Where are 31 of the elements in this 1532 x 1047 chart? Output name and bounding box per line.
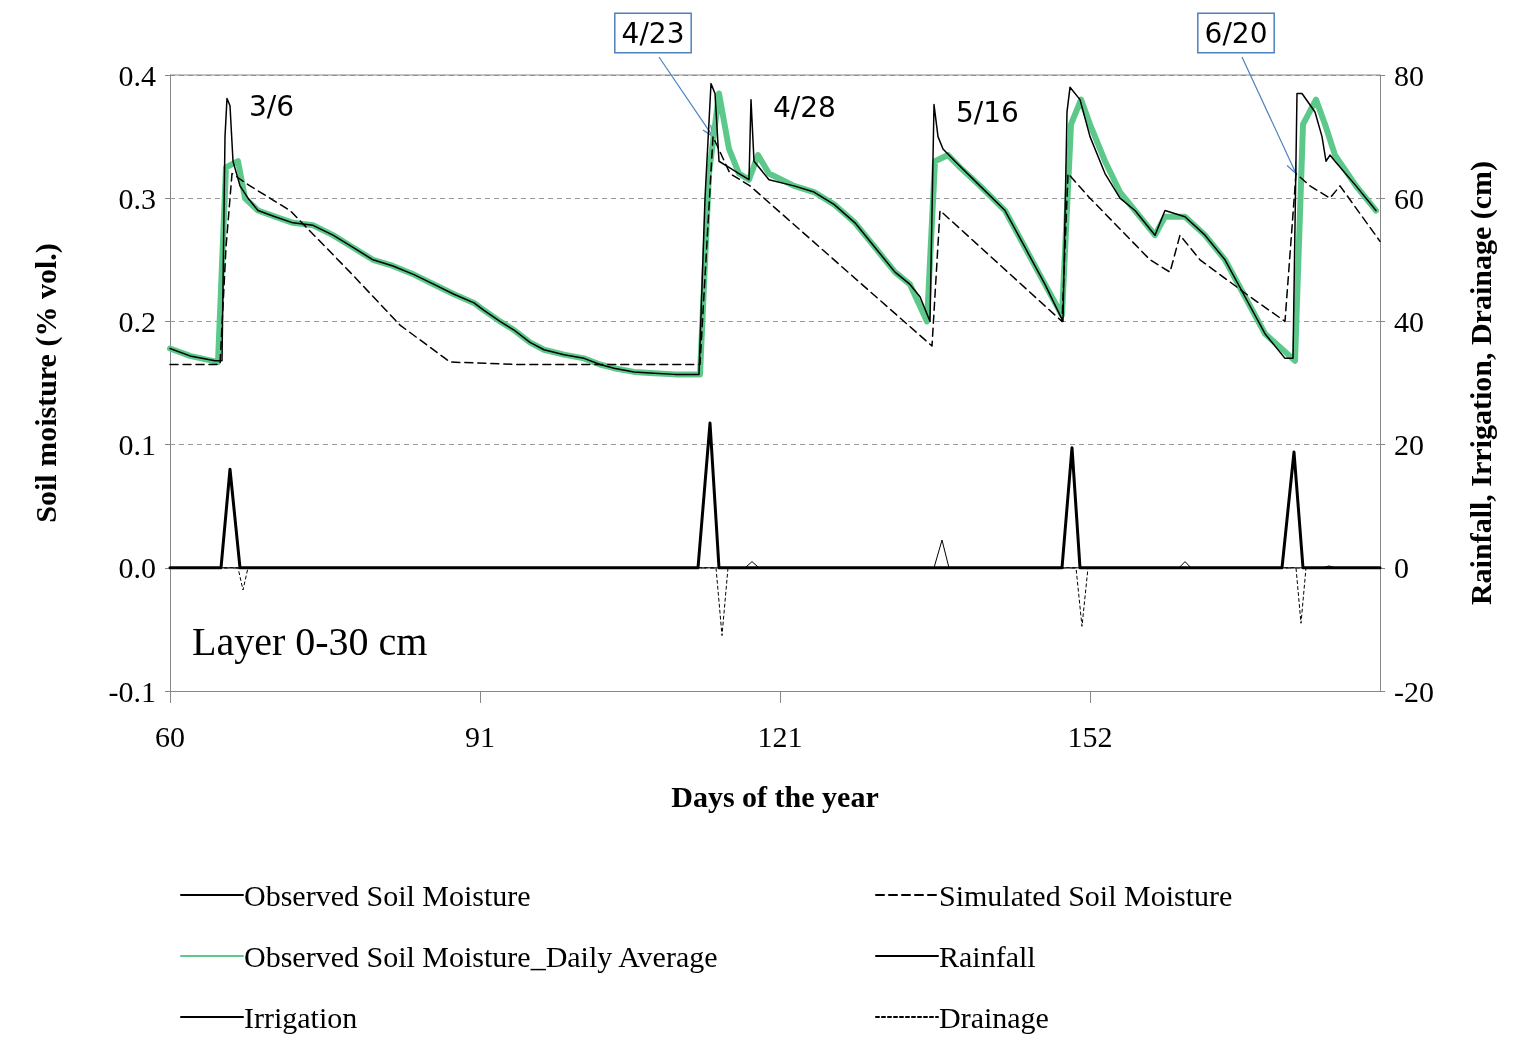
- y-tick-label: 0.1: [118, 428, 156, 462]
- annotation: 3/6: [249, 89, 295, 123]
- y2-tick-label: 40: [1394, 304, 1424, 338]
- annotation: 5/16: [956, 96, 1019, 130]
- y2-tick-label: 0: [1394, 551, 1409, 585]
- y2-tick-label: -20: [1394, 674, 1434, 708]
- y-tick-label: 0.3: [118, 181, 156, 215]
- y-tick-label: 0.4: [118, 58, 156, 92]
- x-axis-title: Days of the year: [671, 779, 879, 813]
- x-tick-label: 121: [757, 719, 803, 753]
- y2-axis-title: Rainfall, Irrigation, Drainage (cm): [1463, 160, 1498, 606]
- legend-label: Observed Soil Moisture_Daily Average: [244, 939, 718, 973]
- y-tick-label: 0.0: [118, 551, 156, 585]
- legend-label: Rainfall: [939, 939, 1036, 973]
- legend-label: Irrigation: [244, 1000, 358, 1034]
- annotation: 4/23: [621, 16, 685, 50]
- annotation: 4/28: [773, 91, 836, 125]
- x-tick-label: 60: [155, 719, 185, 753]
- y-tick-label: 0.2: [118, 304, 156, 338]
- annotation: Layer 0-30 cm: [192, 618, 428, 664]
- legend-label: Observed Soil Moisture: [244, 878, 531, 912]
- x-tick-label: 91: [465, 719, 495, 753]
- y-tick-label: -0.1: [108, 674, 156, 708]
- y2-tick-label: 60: [1394, 181, 1424, 215]
- x-tick-label: 152: [1067, 719, 1113, 753]
- annotation: 6/20: [1204, 16, 1268, 50]
- legend-label: Drainage: [939, 1000, 1049, 1034]
- y2-tick-label: 80: [1394, 58, 1424, 92]
- legend-label: Simulated Soil Moisture: [939, 878, 1233, 912]
- y2-tick-label: 20: [1394, 428, 1424, 462]
- y-axis-title: Soil moisture (% vol.): [28, 243, 63, 523]
